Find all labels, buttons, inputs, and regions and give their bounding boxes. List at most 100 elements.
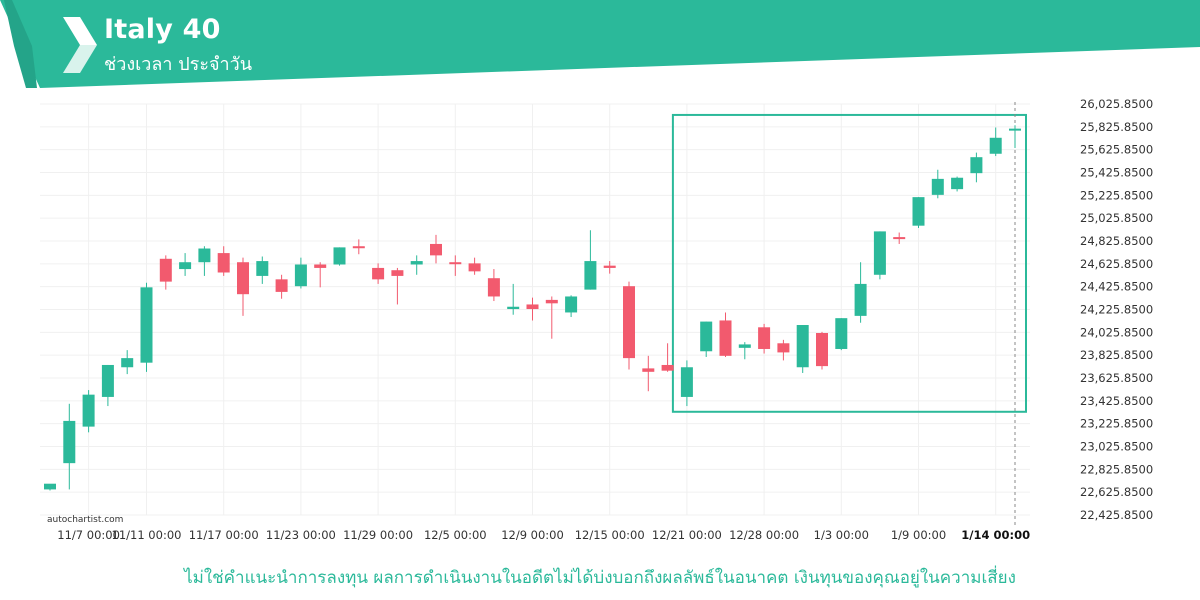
candle (410, 255, 423, 275)
header-banner: Italy 40 ช่วงเวลา ประจำวัน (0, 0, 1200, 90)
x-tick-label: 12/9 00:00 (501, 528, 564, 542)
candle (468, 257, 481, 275)
candle-body (121, 358, 134, 368)
candle-body (719, 320, 732, 356)
candle (101, 364, 114, 407)
y-tick-label: 24,225.8500 (1080, 303, 1153, 317)
candle (680, 360, 693, 407)
candle (314, 262, 327, 288)
candle-body (816, 333, 828, 367)
candle-body (487, 278, 500, 297)
candle-body (584, 261, 597, 290)
candle (700, 321, 713, 357)
y-tick-label: 25,425.8500 (1080, 166, 1153, 180)
candle-body (1009, 128, 1021, 131)
x-tick-label: 12/5 00:00 (424, 528, 487, 542)
y-tick-label: 23,625.8500 (1080, 371, 1153, 385)
y-tick-label: 24,625.8500 (1080, 257, 1153, 271)
page-title: Italy 40 (104, 14, 221, 45)
candle-body (101, 364, 114, 397)
x-tick-label: 12/15 00:00 (575, 528, 645, 542)
x-tick-label: 11/11 00:00 (112, 528, 182, 542)
candle (642, 355, 655, 392)
candle (487, 269, 500, 302)
candle-body (835, 318, 848, 349)
candle (951, 176, 964, 192)
candle (526, 297, 539, 321)
candle-body (545, 299, 558, 304)
gridlines (40, 103, 1030, 516)
candle-body (873, 231, 886, 275)
candle-body (391, 270, 404, 276)
y-tick-label: 23,425.8500 (1080, 394, 1153, 408)
candle (449, 255, 462, 276)
candle (507, 283, 520, 315)
x-tick-label: 11/17 00:00 (189, 528, 259, 542)
disclaimer-text: ไม่ใช่คำแนะนำการลงทุน ผลการดำเนินงานในอด… (184, 568, 1016, 588)
candle-body (854, 283, 867, 316)
y-tick-label: 25,625.8500 (1080, 143, 1153, 157)
candle (294, 257, 307, 289)
candle-body (372, 267, 385, 280)
candle-body (931, 178, 944, 195)
candle-body (179, 262, 192, 270)
candle-body (642, 368, 655, 372)
candle (1009, 125, 1021, 149)
candle (44, 483, 56, 491)
candle (256, 256, 269, 284)
candle-body (275, 279, 288, 292)
candle (758, 323, 771, 354)
candle (217, 246, 230, 276)
candle (893, 232, 906, 244)
candle (63, 403, 76, 490)
candle-body (449, 262, 462, 265)
candle-body (680, 367, 693, 397)
candle (835, 318, 848, 351)
candle-body (82, 394, 95, 427)
y-tick-label: 24,425.8500 (1080, 280, 1153, 294)
timeframe-subtitle: ช่วงเวลา ประจำวัน (104, 54, 253, 75)
y-tick-label: 22,425.8500 (1080, 508, 1153, 522)
y-tick-label: 22,825.8500 (1080, 462, 1153, 476)
x-tick-label: 12/28 00:00 (729, 528, 799, 542)
y-tick-label: 24,025.8500 (1080, 325, 1153, 339)
candle-body (410, 261, 423, 265)
candle-body (140, 287, 153, 363)
candle (237, 257, 249, 316)
candle (931, 169, 944, 199)
candle-body (430, 243, 442, 256)
y-axis: 26,025.8500 25,825.8500 25,625.8500 25,425.… (1080, 97, 1153, 522)
x-tick-label: 1/3 00:00 (814, 528, 869, 542)
y-tick-label: 25,825.8500 (1080, 120, 1153, 134)
candle (854, 262, 867, 323)
candle-body (989, 137, 1002, 154)
candle (372, 263, 385, 284)
x-tick-label: 11/29 00:00 (343, 528, 413, 542)
y-tick-label: 24,825.8500 (1080, 234, 1153, 248)
candle (391, 267, 404, 305)
candle (198, 246, 211, 276)
candle (333, 247, 346, 266)
candle-body (603, 265, 616, 268)
candle-body (217, 253, 230, 273)
candle (352, 239, 365, 255)
candle (623, 281, 635, 370)
watermark: autochartist.com (47, 515, 124, 525)
y-tick-label: 23,025.8500 (1080, 440, 1153, 454)
x-tick-label: 1/14 00:00 (961, 528, 1030, 542)
candle-body (44, 483, 56, 490)
candle-body (198, 248, 211, 263)
candle (816, 331, 828, 370)
candle (912, 197, 925, 228)
pattern-highlight (671, 102, 1028, 526)
candle-body (912, 197, 925, 226)
candle (873, 231, 886, 280)
candle-body (893, 237, 906, 240)
candle-body (507, 306, 520, 310)
candle-body (526, 304, 539, 310)
candle-body (700, 321, 713, 352)
candle (565, 295, 578, 318)
